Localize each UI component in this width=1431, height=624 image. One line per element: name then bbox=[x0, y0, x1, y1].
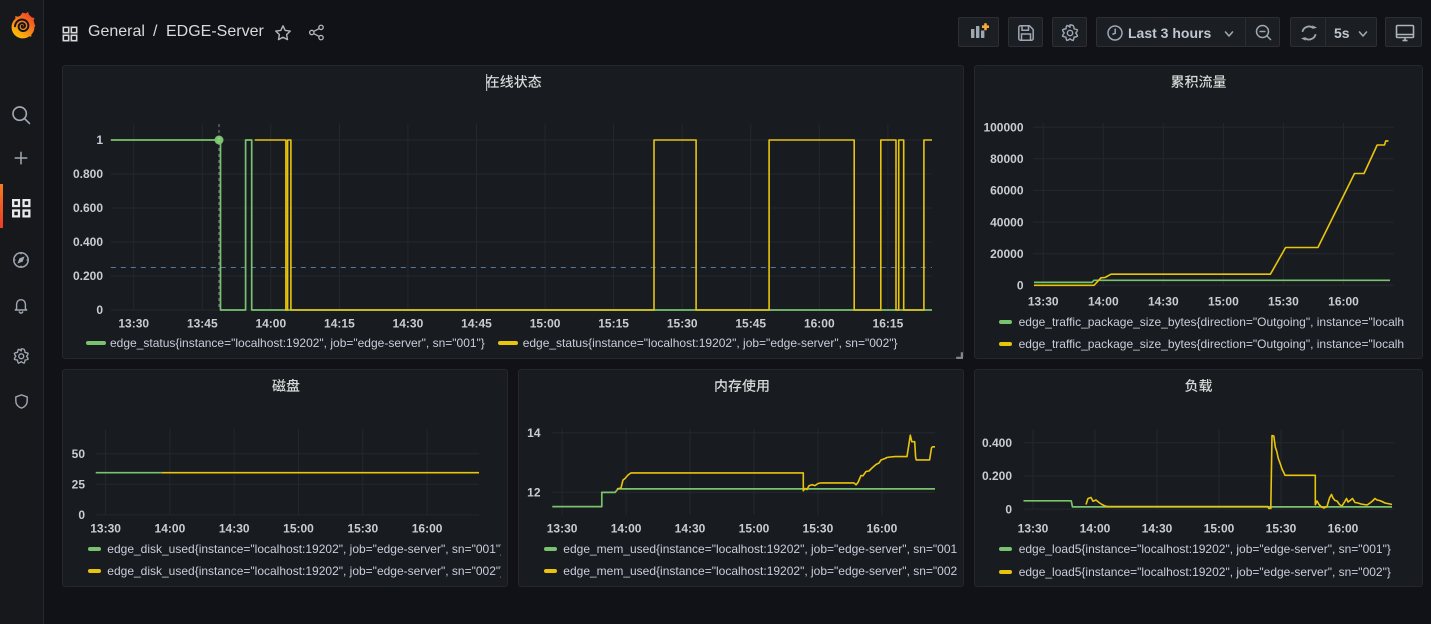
svg-text:0: 0 bbox=[96, 303, 103, 317]
svg-text:0.200: 0.200 bbox=[73, 269, 103, 283]
svg-text:15:45: 15:45 bbox=[735, 317, 766, 331]
svg-text:25: 25 bbox=[72, 478, 86, 492]
svg-text:15:30: 15:30 bbox=[347, 522, 378, 536]
svg-text:100000: 100000 bbox=[983, 120, 1023, 134]
svg-text:0.800: 0.800 bbox=[73, 167, 103, 181]
svg-text:40000: 40000 bbox=[990, 215, 1024, 229]
svg-text:15:00: 15:00 bbox=[1208, 295, 1239, 309]
svg-text:15:00: 15:00 bbox=[1204, 522, 1235, 536]
svg-text:15:30: 15:30 bbox=[1268, 295, 1299, 309]
svg-text:13:45: 13:45 bbox=[187, 317, 218, 331]
svg-text:15:30: 15:30 bbox=[803, 522, 834, 536]
svg-text:14:30: 14:30 bbox=[1148, 295, 1179, 309]
svg-text:15:30: 15:30 bbox=[667, 317, 698, 331]
svg-text:0: 0 bbox=[78, 508, 85, 522]
svg-text:0.600: 0.600 bbox=[73, 201, 103, 215]
svg-text:13:30: 13:30 bbox=[547, 522, 578, 536]
svg-text:0.400: 0.400 bbox=[982, 436, 1012, 450]
svg-text:14:00: 14:00 bbox=[611, 522, 642, 536]
svg-text:60000: 60000 bbox=[990, 184, 1024, 198]
svg-text:13:30: 13:30 bbox=[1018, 522, 1049, 536]
svg-text:0: 0 bbox=[1017, 279, 1024, 293]
svg-text:15:00: 15:00 bbox=[530, 317, 561, 331]
svg-text:16:00: 16:00 bbox=[867, 522, 898, 536]
svg-text:16:00: 16:00 bbox=[1328, 295, 1359, 309]
svg-text:14:30: 14:30 bbox=[675, 522, 706, 536]
svg-text:12: 12 bbox=[527, 485, 541, 499]
svg-text:0: 0 bbox=[1005, 502, 1012, 516]
svg-text:13:30: 13:30 bbox=[118, 317, 149, 331]
svg-text:14:00: 14:00 bbox=[1088, 295, 1119, 309]
svg-text:15:30: 15:30 bbox=[1266, 522, 1297, 536]
svg-text:50: 50 bbox=[72, 447, 86, 461]
svg-text:0.400: 0.400 bbox=[73, 235, 103, 249]
svg-text:14:00: 14:00 bbox=[255, 317, 286, 331]
svg-text:14:30: 14:30 bbox=[219, 522, 250, 536]
svg-text:16:00: 16:00 bbox=[1328, 522, 1359, 536]
svg-text:16:00: 16:00 bbox=[804, 317, 835, 331]
svg-text:13:30: 13:30 bbox=[90, 522, 121, 536]
svg-text:14:30: 14:30 bbox=[1142, 522, 1173, 536]
svg-text:16:00: 16:00 bbox=[412, 522, 443, 536]
svg-text:15:00: 15:00 bbox=[739, 522, 770, 536]
svg-text:1: 1 bbox=[96, 133, 103, 147]
svg-text:15:00: 15:00 bbox=[283, 522, 314, 536]
svg-text:14:15: 14:15 bbox=[324, 317, 355, 331]
svg-text:15:15: 15:15 bbox=[598, 317, 629, 331]
svg-text:20000: 20000 bbox=[990, 247, 1024, 261]
svg-text:80000: 80000 bbox=[990, 152, 1024, 166]
svg-text:0.200: 0.200 bbox=[982, 469, 1012, 483]
svg-text:14:30: 14:30 bbox=[393, 317, 424, 331]
svg-text:14:00: 14:00 bbox=[1080, 522, 1111, 536]
svg-text:14:45: 14:45 bbox=[461, 317, 492, 331]
svg-text:14: 14 bbox=[527, 426, 541, 440]
svg-text:16:15: 16:15 bbox=[873, 317, 904, 331]
svg-text:13:30: 13:30 bbox=[1028, 295, 1059, 309]
svg-text:14:00: 14:00 bbox=[155, 522, 186, 536]
